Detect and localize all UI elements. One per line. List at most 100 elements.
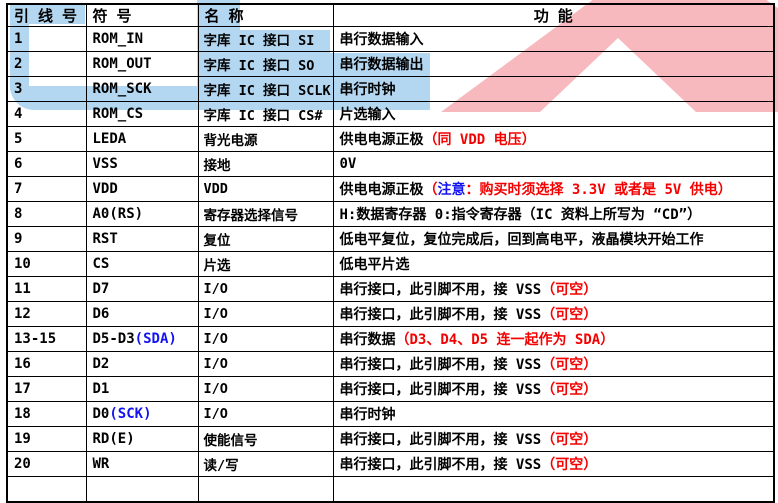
text-run: （可空） — [541, 432, 598, 448]
table-row: 9 RST 复位 低电平复位，复位完成后，回到高电平，液晶模块开始工作 — [6, 226, 775, 252]
clipped-cell — [85, 476, 199, 503]
table-row: 20 WR 读/写 串行接口，此引脚不用，接 VSS（可空） — [6, 451, 775, 477]
clipped-row — [6, 476, 775, 503]
text-run: （可空） — [541, 357, 598, 373]
header-row: 引 线 号 符 号 名 称 功 能 — [6, 3, 775, 27]
text-run: （ — [423, 182, 438, 198]
function-cell: 串行接口，此引脚不用，接 VSS（可空） — [332, 276, 775, 302]
name-cell: 复位 — [197, 226, 334, 252]
table-row: 1 ROM_IN 字库 IC 接口 SI 串行数据输入 — [6, 26, 775, 52]
symbol-cell: D0(SCK) — [85, 401, 199, 427]
table-row: 19 RD(E) 使能信号 串行接口，此引脚不用，接 VSS（可空） — [6, 426, 775, 452]
symbol-cell: LEDA — [85, 126, 199, 152]
text-run: ：购买时须选择 3.3V 或者是 5V 供电） — [465, 182, 732, 198]
text-run: 3 — [14, 81, 23, 97]
text-run: D7 — [92, 281, 110, 297]
table-row: 12 D6 I/O 串行接口，此引脚不用，接 VSS（可空） — [6, 301, 775, 327]
name-cell: 读/写 — [197, 451, 334, 477]
symbol-cell: VSS — [85, 151, 199, 177]
name-cell: I/O — [197, 301, 334, 327]
name-cell: 背光电源 — [197, 126, 334, 152]
text-run: VDD — [92, 181, 118, 197]
name-cell: 片选 — [197, 251, 334, 277]
name-cell: 字库 IC 接口 SI — [197, 26, 334, 52]
text-run: LEDA — [92, 131, 127, 147]
clipped-cell — [6, 476, 87, 503]
text-run: 复位 — [203, 233, 231, 249]
text-run: （可空） — [541, 282, 598, 298]
pin-number-cell: 1 — [6, 26, 87, 52]
name-cell: 寄存器选择信号 — [197, 201, 334, 227]
symbol-cell: D7 — [85, 276, 199, 302]
text-run: 串行数据 — [339, 332, 396, 348]
text-run: H:数据寄存器 0:指令寄存器（IC 资料上所写为 “CD”） — [339, 207, 702, 223]
text-run: 串行接口，此引脚不用，接 VSS — [339, 307, 542, 323]
function-cell: 串行时钟 — [332, 76, 775, 102]
text-run: 12 — [14, 306, 31, 322]
pin-number-cell: 19 — [6, 426, 87, 452]
text-run: 串行时钟 — [339, 82, 396, 98]
text-run: ROM_SCK — [92, 81, 152, 97]
function-cell: 串行接口，此引脚不用，接 VSS（可空） — [332, 376, 775, 402]
text-run: I/O — [203, 306, 228, 322]
text-run: VDD — [203, 181, 228, 197]
pin-number-cell: 13-15 — [6, 326, 87, 352]
text-run: 串行数据输入 — [339, 32, 424, 48]
text-run: 5 — [14, 131, 23, 147]
function-cell: 串行数据输入 — [332, 26, 775, 52]
text-run: D2 — [92, 356, 110, 372]
symbol-cell: D1 — [85, 376, 199, 402]
text-run: （可空） — [541, 382, 598, 398]
pin-number-cell: 18 — [6, 401, 87, 427]
symbol-cell: D6 — [85, 301, 199, 327]
text-run: 读/写 — [203, 458, 239, 474]
function-cell: 串行接口，此引脚不用，接 VSS（可空） — [332, 351, 775, 377]
function-cell: H:数据寄存器 0:指令寄存器（IC 资料上所写为 “CD”） — [332, 201, 775, 227]
table-row: 8 A0(RS) 寄存器选择信号 H:数据寄存器 0:指令寄存器（IC 资料上所写为 … — [6, 201, 775, 227]
clipped-cell — [197, 476, 334, 503]
text-run: (SDA) — [134, 331, 177, 347]
symbol-cell: CS — [85, 251, 199, 277]
text-run: VSS — [92, 156, 118, 172]
function-cell: 低电平片选 — [332, 251, 775, 277]
symbol-cell: WR — [85, 451, 199, 477]
text-run: (SCK) — [109, 406, 152, 422]
table-row: 7 VDD VDD 供电电源正极（注意：购买时须选择 3.3V 或者是 5V 供电） — [6, 176, 775, 202]
symbol-cell: ROM_OUT — [85, 51, 199, 77]
text-run: 1 — [14, 31, 23, 47]
text-run: ROM_CS — [92, 106, 144, 122]
text-run: （可空） — [541, 307, 598, 323]
function-cell: 串行接口，此引脚不用，接 VSS（可空） — [332, 301, 775, 327]
name-cell: I/O — [197, 276, 334, 302]
pin-number-cell: 12 — [6, 301, 87, 327]
text-run: 片选 — [203, 258, 231, 274]
text-run: I/O — [203, 381, 228, 397]
text-run: 13-15 — [14, 331, 57, 347]
text-run: 串行接口，此引脚不用，接 VSS — [339, 282, 542, 298]
text-run: I/O — [203, 331, 228, 347]
text-run: 背光电源 — [203, 133, 258, 149]
pin-number-cell: 16 — [6, 351, 87, 377]
text-run: （可空） — [541, 457, 598, 473]
symbol-cell: VDD — [85, 176, 199, 202]
text-run: 10 — [14, 256, 31, 272]
table-row: 11 D7 I/O 串行接口，此引脚不用，接 VSS（可空） — [6, 276, 775, 302]
symbol-cell: RD(E) — [85, 426, 199, 452]
symbol-cell: A0(RS) — [85, 201, 199, 227]
text-run: 注意 — [437, 182, 466, 198]
pin-number-cell: 6 — [6, 151, 87, 177]
function-cell: 0V — [332, 151, 775, 177]
text-run: 字库 IC 接口 SCLK — [203, 83, 331, 99]
text-run: 字库 IC 接口 SI — [203, 33, 315, 49]
text-run: WR — [92, 456, 110, 472]
symbol-cell: ROM_IN — [85, 26, 199, 52]
text-run: 片选输入 — [339, 107, 396, 123]
text-run: I/O — [203, 356, 228, 372]
header-symbol: 符 号 — [85, 3, 199, 27]
text-run: I/O — [203, 406, 228, 422]
text-run: 串行数据输出 — [339, 57, 424, 73]
function-cell: 串行接口，此引脚不用，接 VSS（可空） — [332, 451, 775, 477]
text-run: 9 — [14, 231, 23, 247]
text-run: 17 — [14, 381, 31, 397]
clipped-cell — [332, 476, 775, 503]
